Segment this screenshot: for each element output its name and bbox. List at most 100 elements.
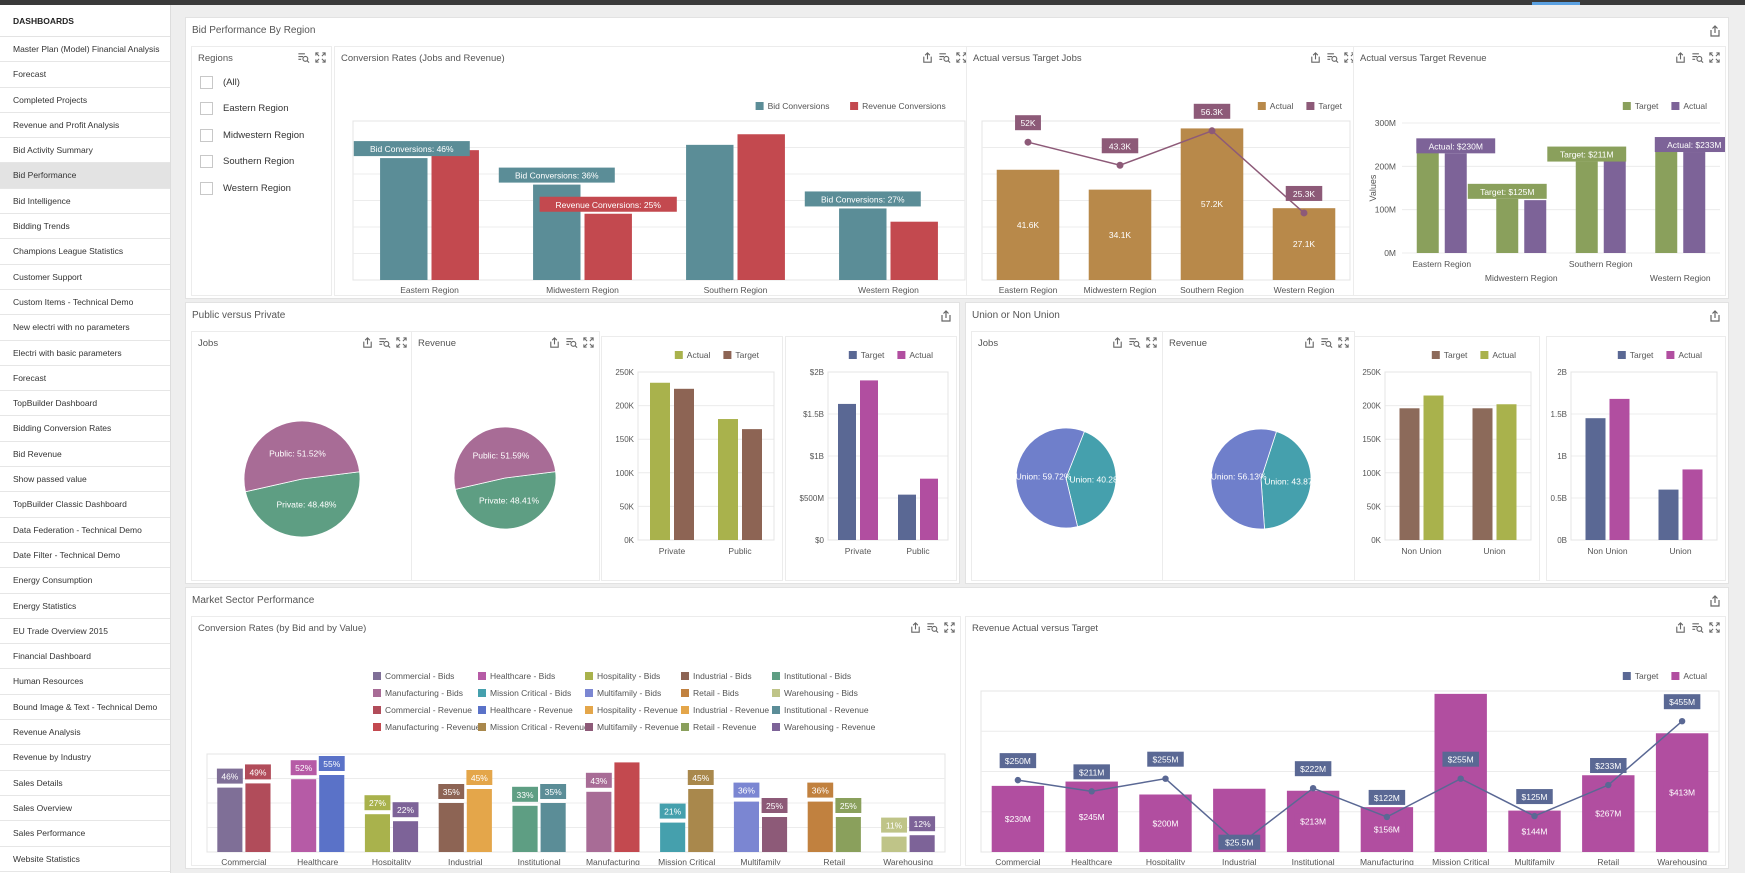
export-icon[interactable]: [1111, 336, 1124, 349]
export-icon[interactable]: [1309, 51, 1322, 64]
region-checkbox[interactable]: [200, 155, 213, 169]
clear-filter-icon[interactable]: [1326, 51, 1339, 64]
legend-swatch: [772, 672, 780, 680]
bar: [686, 144, 734, 280]
sidebar-item[interactable]: TopBuilder Dashboard: [0, 391, 170, 417]
sidebar-item[interactable]: Bound Image & Text - Technical Demo: [0, 695, 170, 721]
legend-swatch: [1617, 351, 1626, 359]
clear-filter-icon[interactable]: [378, 336, 391, 349]
sidebar-item[interactable]: Customer Support: [0, 265, 170, 290]
sidebar-item[interactable]: Website Statistics: [0, 847, 170, 872]
y-tick-label: $2B: [810, 368, 824, 377]
export-icon[interactable]: [548, 336, 561, 349]
maximize-icon[interactable]: [314, 51, 327, 64]
export-icon[interactable]: [939, 309, 953, 323]
data-label: $200M: [1153, 818, 1179, 828]
sidebar-item[interactable]: Revenue and Profit Analysis: [0, 113, 170, 139]
clear-filter-icon[interactable]: [565, 336, 578, 349]
sidebar-item[interactable]: Bidding Conversion Rates: [0, 416, 170, 442]
sidebar-item[interactable]: Revenue by Industry: [0, 745, 170, 771]
data-label: 49%: [249, 767, 266, 777]
data-label-bg: [290, 760, 317, 776]
x-tick-label: Eastern Region: [999, 285, 1058, 295]
sidebar-item[interactable]: Date Filter - Technical Demo: [0, 543, 170, 569]
sidebar-item[interactable]: Bid Intelligence: [0, 189, 170, 215]
clear-filter-icon[interactable]: [938, 51, 951, 64]
x-tick-label: Retail: [823, 857, 845, 865]
region-checkbox[interactable]: [200, 181, 213, 195]
sidebar-item[interactable]: Forecast: [0, 366, 170, 392]
maximize-icon[interactable]: [943, 621, 956, 634]
sidebar-item[interactable]: Sales Performance: [0, 821, 170, 847]
clear-filter-icon[interactable]: [1691, 51, 1704, 64]
export-icon[interactable]: [361, 336, 374, 349]
maximize-icon[interactable]: [1145, 336, 1158, 349]
data-label-bg: [498, 167, 615, 183]
sidebar-item[interactable]: Energy Consumption: [0, 568, 170, 594]
sidebar-item[interactable]: Completed Projects: [0, 88, 170, 113]
item-tools: [1303, 336, 1350, 349]
x-tick-label: Midwestern Region: [1084, 285, 1157, 295]
sidebar-item[interactable]: EU Trade Overview 2015: [0, 619, 170, 645]
region-checkbox[interactable]: [200, 75, 213, 89]
export-icon[interactable]: [1708, 24, 1722, 38]
bar: [584, 213, 632, 280]
sidebar-item[interactable]: Data Federation - Technical Demo: [0, 518, 170, 543]
region-option[interactable]: Midwestern Region: [192, 122, 331, 149]
y-tick-label: 250K: [615, 368, 634, 377]
data-label-bg: [1368, 789, 1406, 805]
sidebar-item[interactable]: Show passed value: [0, 467, 170, 493]
export-icon[interactable]: [1674, 51, 1687, 64]
export-icon[interactable]: [1303, 336, 1316, 349]
sidebar-item[interactable]: Sales Overview: [0, 796, 170, 822]
sidebar-item[interactable]: New electri with no parameters: [0, 315, 170, 341]
export-icon[interactable]: [1708, 309, 1722, 323]
top-bar-accent: [1532, 2, 1580, 5]
data-label: 36%: [812, 786, 829, 796]
sidebar-item[interactable]: Electri with basic parameters: [0, 341, 170, 366]
pie-slice: [244, 471, 361, 538]
export-icon[interactable]: [1674, 621, 1687, 634]
data-label-bg: [761, 798, 788, 813]
data-label-bg: [353, 141, 470, 157]
sidebar-item[interactable]: Master Plan (Model) Financial Analysis: [0, 37, 170, 63]
clear-filter-icon[interactable]: [926, 621, 939, 634]
sidebar-item[interactable]: Human Resources: [0, 669, 170, 695]
export-icon[interactable]: [909, 621, 922, 634]
sidebar-item[interactable]: Bid Revenue: [0, 442, 170, 468]
data-label-bg: [466, 770, 493, 785]
region-option[interactable]: Southern Region: [192, 149, 331, 176]
maximize-icon[interactable]: [582, 336, 595, 349]
region-option[interactable]: (All): [192, 69, 331, 96]
maximize-icon[interactable]: [1708, 621, 1721, 634]
region-option[interactable]: Western Region: [192, 175, 331, 202]
region-label: Southern Region: [223, 156, 295, 168]
sidebar-item[interactable]: Sales Details: [0, 771, 170, 796]
item-tools: [1674, 51, 1721, 64]
maximize-icon[interactable]: [1337, 336, 1350, 349]
sidebar-item[interactable]: Bid Activity Summary: [0, 138, 170, 164]
sidebar-item[interactable]: Energy Statistics: [0, 594, 170, 619]
sidebar-item[interactable]: Forecast: [0, 62, 170, 88]
bar: [835, 817, 861, 852]
clear-filter-icon[interactable]: [1128, 336, 1141, 349]
export-icon[interactable]: [921, 51, 934, 64]
sidebar-item[interactable]: Bidding Trends: [0, 214, 170, 240]
clear-filter-icon[interactable]: [297, 51, 310, 64]
legend-swatch: [772, 689, 780, 697]
region-option[interactable]: Eastern Region: [192, 96, 331, 123]
sidebar-item[interactable]: Revenue Analysis: [0, 720, 170, 746]
maximize-icon[interactable]: [1708, 51, 1721, 64]
clear-filter-icon[interactable]: [1691, 621, 1704, 634]
sidebar-item[interactable]: Champions League Statistics: [0, 239, 170, 265]
legend-swatch: [850, 102, 859, 110]
sidebar-item[interactable]: TopBuilder Classic Dashboard: [0, 492, 170, 518]
sidebar-item[interactable]: Custom Items - Technical Demo: [0, 290, 170, 316]
maximize-icon[interactable]: [395, 336, 408, 349]
clear-filter-icon[interactable]: [1320, 336, 1333, 349]
region-checkbox[interactable]: [200, 102, 213, 116]
region-checkbox[interactable]: [200, 128, 213, 142]
sidebar-item[interactable]: Bid Performance: [0, 163, 170, 189]
sidebar-item[interactable]: Financial Dashboard: [0, 644, 170, 670]
export-icon[interactable]: [1708, 594, 1722, 608]
